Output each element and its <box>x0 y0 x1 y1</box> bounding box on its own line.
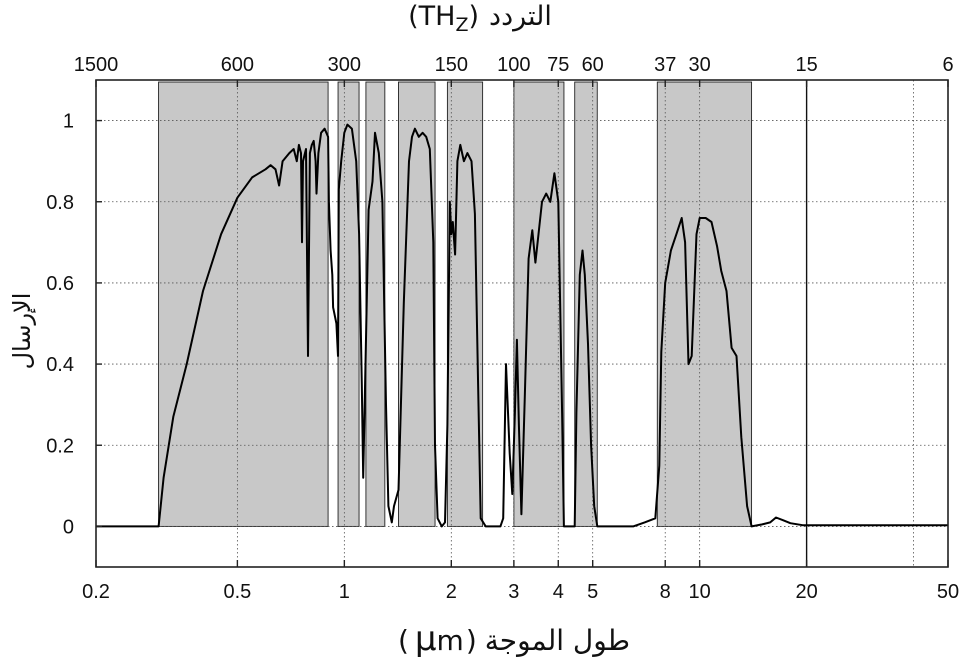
transmission-line-1 <box>96 123 948 528</box>
top-tick-label-9: 15 <box>795 54 817 76</box>
x-tick-label-3: 2 <box>446 581 457 603</box>
absorption-band-2 <box>337 81 360 527</box>
top-tick-label-7: 37 <box>654 54 676 76</box>
x-tick-label-8: 10 <box>689 581 711 603</box>
y-axis-title: الإرسال <box>8 293 36 370</box>
y-tick-label-5: 1 <box>63 111 74 133</box>
absorption-band-6 <box>513 81 565 527</box>
x-tick-label-10: 50 <box>937 581 959 603</box>
axis-ticks: 0 0.2 0.4 0.6 0.8 1 0.2 0.5 1 2 3 4 5 8 10 20 50 1500 600 3… <box>46 54 959 603</box>
top-tick-label-10: 6 <box>942 54 953 76</box>
gridlines <box>96 80 948 567</box>
y-tick-label-3: 0.6 <box>46 273 74 295</box>
top-axis-title: (THZ) التردد <box>408 1 552 36</box>
x-tick-label-5: 4 <box>553 581 564 603</box>
top-axis-title-unit-close: ) <box>469 1 480 32</box>
top-axis-title-unit: (TH <box>408 1 455 32</box>
x-tick-label-0: 0.2 <box>82 581 110 603</box>
top-tick-label-3: 150 <box>435 54 468 76</box>
y-tick-label-4: 0.8 <box>46 192 74 214</box>
x-tick-label-6: 5 <box>587 581 598 603</box>
top-tick-label-1: 600 <box>221 54 254 76</box>
y-tick-label-2: 0.4 <box>46 354 74 376</box>
x-tick-label-2: 1 <box>339 581 350 603</box>
x-axis-title-close: ) <box>466 624 477 657</box>
absorption-band-3 <box>365 81 386 527</box>
top-tick-label-5: 75 <box>547 54 569 76</box>
top-axis-title-arabic: التردد <box>489 1 552 32</box>
top-tick-label-2: 300 <box>328 54 361 76</box>
x-tick-label-9: 20 <box>795 581 817 603</box>
plot-frame <box>95 79 949 568</box>
x-axis-title-open: ( <box>398 624 409 657</box>
top-tick-label-0: 1500 <box>74 54 119 76</box>
x-axis-title-mu: μ <box>415 619 437 659</box>
x-tick-label-4: 3 <box>508 581 519 603</box>
x-axis-title-arabic: طول الموجة <box>485 624 630 657</box>
x-axis-title-unit: m <box>437 624 464 657</box>
y-tick-label-1: 0.2 <box>46 435 74 457</box>
absorption-bands <box>158 81 753 527</box>
top-tick-label-4: 100 <box>497 54 530 76</box>
top-axis-title-unit-sub: Z <box>455 14 468 36</box>
x-axis-title: (μm) طول الموجة <box>398 619 630 659</box>
x-tick-label-7: 8 <box>660 581 671 603</box>
x-tick-label-1: 0.5 <box>223 581 251 603</box>
transmission-series <box>96 123 948 528</box>
y-tick-label-0: 0 <box>63 516 74 538</box>
top-tick-label-6: 60 <box>582 54 604 76</box>
absorption-band-1 <box>158 81 329 527</box>
absorption-band-8 <box>656 81 753 527</box>
top-tick-label-8: 30 <box>689 54 711 76</box>
